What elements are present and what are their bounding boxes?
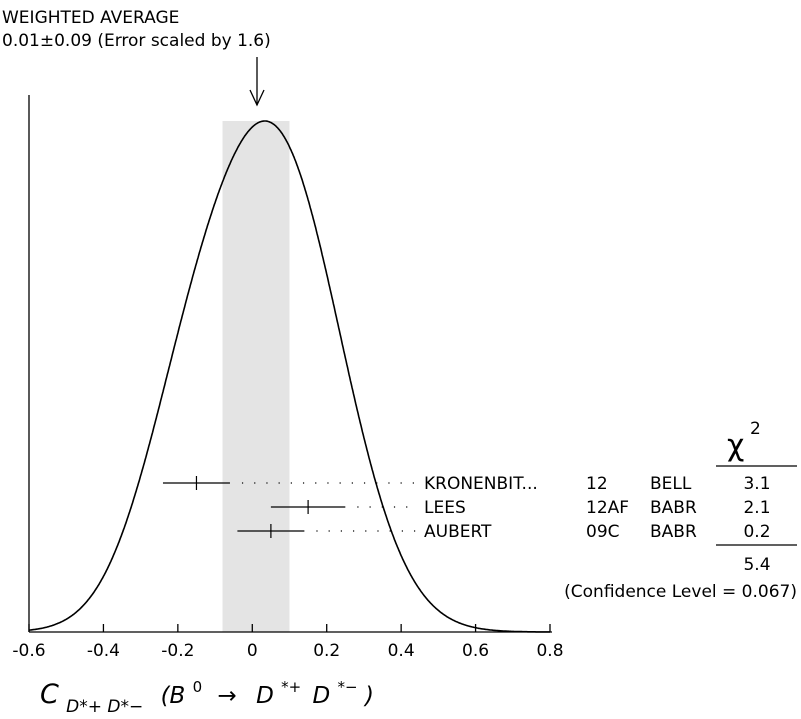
measurement-ref: 12 [586, 474, 608, 494]
x-label-paren-close: ) [363, 683, 374, 709]
measurement-ref: 12AF [586, 498, 629, 518]
measurement-author: AUBERT [424, 522, 492, 542]
x-tick-label: 0.6 [462, 641, 489, 661]
ideogram-curve [28, 120, 550, 633]
measurement-experiment: BABR [650, 522, 697, 542]
measurement-chi2: 3.1 [743, 474, 770, 494]
chart-subtitle: 0.01±0.09 (Error scaled by 1.6) [2, 31, 271, 51]
chi2-total: 5.4 [743, 555, 770, 575]
chi2-power: 2 [750, 419, 761, 439]
x-tick-label: 0.2 [313, 641, 340, 661]
measurement-ref: 09C [586, 522, 620, 542]
average-arrow-head [249, 89, 265, 107]
chi2-header: χ 2 [727, 419, 761, 463]
x-label-sup0: 0 [193, 678, 203, 696]
chi2-symbol: χ [727, 428, 744, 463]
x-axis-label: C D*+ D*− (B 0 → D *+ D *− ) [40, 672, 374, 718]
confidence-level: (Confidence Level = 0.067) [564, 582, 797, 602]
x-label-d2: D [313, 683, 331, 709]
x-label-paren-open: (B [161, 683, 186, 709]
average-band [222, 121, 290, 632]
measurement-experiment: BABR [650, 498, 697, 518]
x-label-arrow: → [218, 683, 237, 709]
x-axis-ticks: -0.6 -0.4 -0.2 0 0.2 0.4 0.6 0.8 [12, 624, 564, 661]
x-label-sub: D*+ D*− [66, 697, 143, 717]
x-tick-label: -0.6 [12, 641, 45, 661]
x-label-main: C [40, 679, 59, 710]
x-label-d1: D [256, 683, 274, 709]
x-tick-label: 0.4 [388, 641, 415, 661]
x-tick-label: -0.4 [87, 641, 120, 661]
x-tick-label: -0.2 [161, 641, 194, 661]
average-arrow [249, 57, 265, 107]
measurement-chi2: 0.2 [743, 522, 770, 542]
chart-title: WEIGHTED AVERAGE [2, 8, 180, 28]
measurement-chi2: 2.1 [743, 498, 770, 518]
measurements-group: KRONENBIT... 12 BELL 3.1 LEES 12AF BABR 2.1 AUBE… [162, 474, 771, 542]
x-label-sup1: *+ [281, 678, 301, 696]
measurement-experiment: BELL [650, 474, 692, 494]
measurement-author: KRONENBIT... [424, 474, 538, 494]
x-tick-label: 0.8 [536, 641, 563, 661]
x-tick-label: 0 [247, 641, 258, 661]
measurement-author: LEES [424, 498, 466, 518]
x-label-sup2: *− [338, 678, 358, 696]
